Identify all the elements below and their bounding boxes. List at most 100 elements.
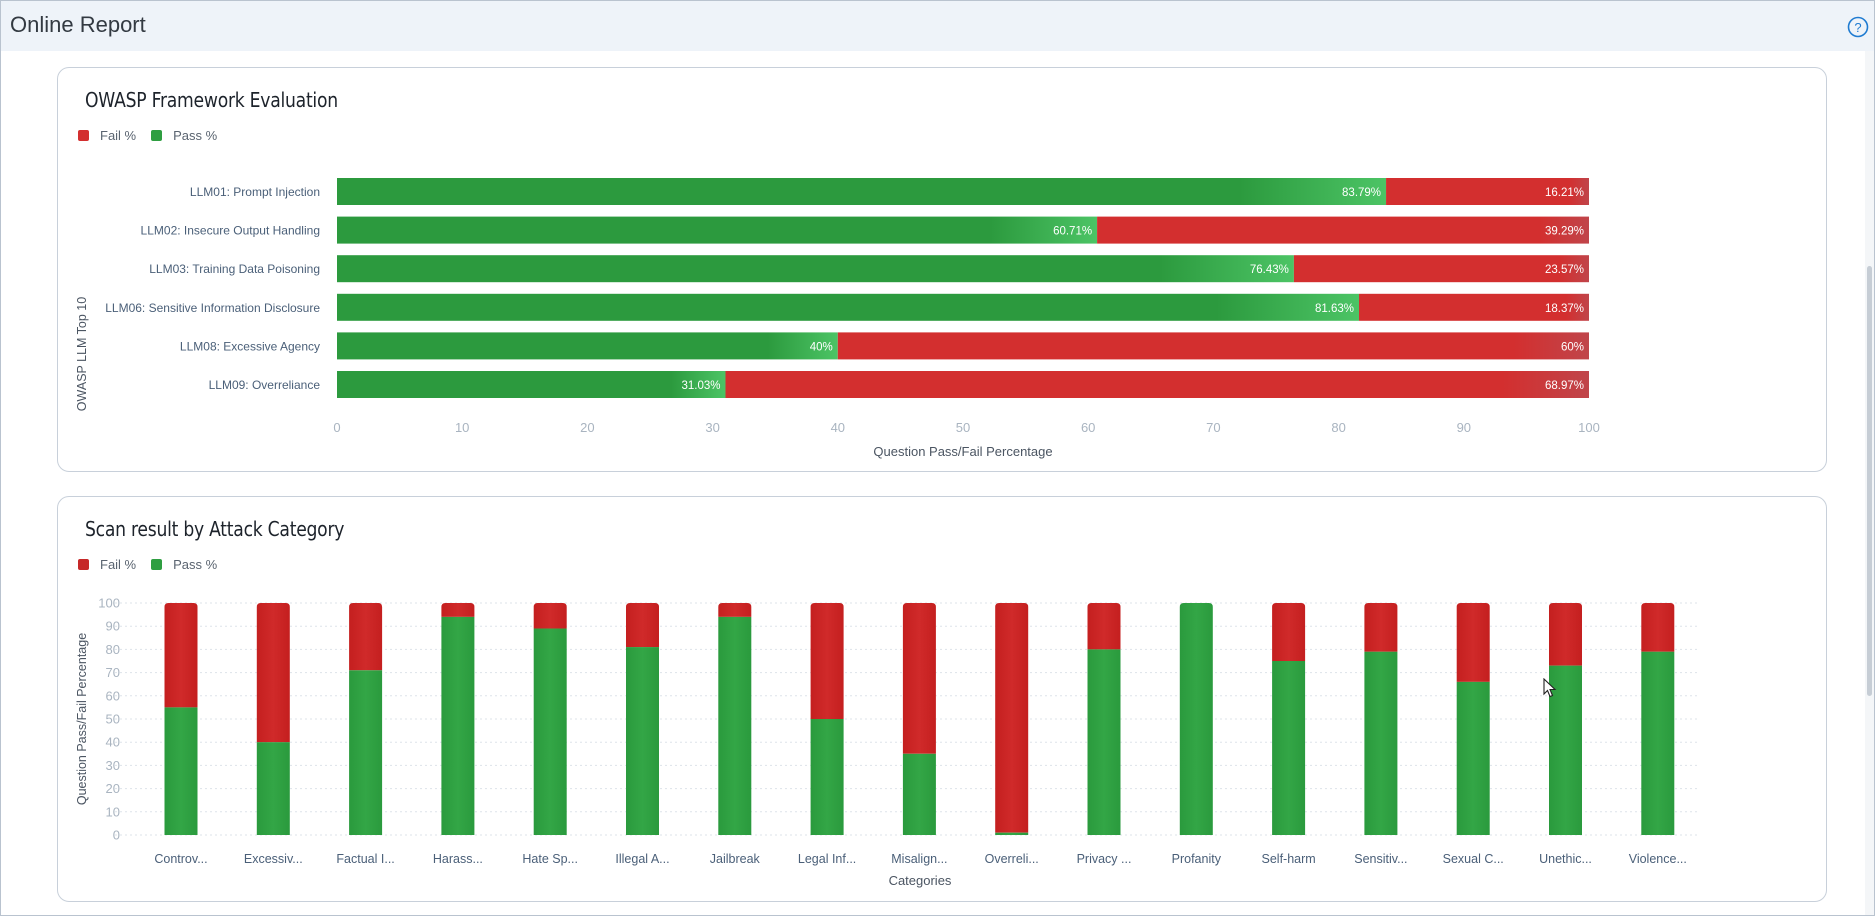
legend-swatch-fail [78,559,89,570]
attack-category-bar-chart: 0 10 20 30 40 50 60 70 80 90 100 Controv... Excessiv… [75,596,1699,888]
vertical-scrollbar[interactable] [1865,51,1874,915]
x-tick-label: Factual I... [336,852,394,866]
x-tick-label: 20 [580,420,594,435]
attack-legend: Fail % Pass % [78,557,232,572]
x-tick-label: 100 [1578,420,1600,435]
y-tick-label: 70 [106,665,120,680]
legend-label-pass: Pass % [173,557,218,572]
x-tick-label: 70 [1206,420,1220,435]
x-tick-label: Violence... [1629,852,1687,866]
bar-pass [1087,649,1121,835]
bar-fail [837,332,1589,360]
bar-label-fail: 18.37% [1545,303,1584,315]
y-tick-label: LLM08: Excessive Agency [180,339,320,353]
bar-pass [533,628,567,835]
bar-label-pass: 40% [810,341,833,353]
x-axis-title: Question Pass/Fail Percentage [873,444,1052,459]
x-tick-label: 10 [455,420,469,435]
owasp-bar-chart: 83.79% 16.21% LLM01: Prompt Injection 60.71… [75,178,1600,459]
bar-label-pass: 83.79% [1342,187,1381,199]
bar-fail [1097,216,1589,244]
y-tick-label: 90 [106,619,120,634]
x-tick-label: 90 [1457,420,1471,435]
x-tick-label: Harass... [433,852,483,866]
x-tick-label: Sensitiv... [1354,852,1407,866]
bar-label-pass: 31.03% [681,380,720,392]
bar-fail [1364,603,1398,652]
owasp-legend: Fail % Pass % [78,128,232,143]
legend-item-pass[interactable]: Pass % [151,128,217,143]
bar-label-fail: 39.29% [1545,226,1584,238]
y-tick-label: 0 [113,828,120,843]
bar-label-fail: 60% [1561,341,1584,353]
bar-fail [810,603,844,719]
bar-pass [337,332,838,360]
bar-fail [533,603,567,629]
bar-fail [718,603,752,617]
title-bar: Online Report ? [1,1,1874,51]
x-tick-label: Hate Sp... [522,852,578,866]
x-tick-label: 60 [1081,420,1095,435]
bar-label-fail: 23.57% [1545,264,1584,276]
bar-pass [337,293,1360,321]
bar-pass [995,832,1029,835]
bar-fail [1641,603,1675,652]
attack-card-title: Scan result by Attack Category [85,517,345,541]
bar-pass [1456,681,1490,835]
legend-swatch-fail [78,130,89,141]
y-tick-label: 60 [106,688,120,703]
legend-item-fail[interactable]: Fail % [78,557,136,572]
owasp-card-title: OWASP Framework Evaluation [85,88,338,112]
legend-item-pass[interactable]: Pass % [151,557,217,572]
bar-pass [441,616,475,835]
bar-pass [164,707,198,835]
legend-item-fail[interactable]: Fail % [78,128,136,143]
bar-fail [1549,603,1582,666]
bar-pass [1364,651,1398,835]
legend-swatch-pass [151,130,163,141]
bar-label-pass: 81.63% [1315,303,1354,315]
y-axis-title: OWASP LLM Top 10 [75,297,89,411]
x-tick-label: 30 [705,420,719,435]
bar-fail [1272,603,1306,661]
bar-pass [810,719,844,835]
bar-label-fail: 68.97% [1545,380,1584,392]
bar-fail [725,371,1589,398]
help-circle-icon[interactable]: ? [1847,16,1869,38]
x-tick-label: Legal Inf... [798,852,856,866]
bar-fail [1359,293,1589,321]
x-tick-label: Self-harm [1262,852,1316,866]
bar-pass [1641,651,1675,835]
bar-fail [256,603,290,743]
bar-pass [337,178,1387,205]
y-tick-label: LLM03: Training Data Poisoning [149,262,320,276]
bar-pass [1272,661,1306,835]
bar-label-fail: 16.21% [1545,187,1584,199]
y-axis-title: Question Pass/Fail Percentage [75,633,89,805]
bar-pass [349,670,383,835]
legend-swatch-pass [151,559,163,570]
bar-fail [995,603,1029,833]
x-axis-title: Categories [889,873,952,888]
x-tick-label: 50 [956,420,970,435]
bar-fail [1386,178,1589,205]
bar-label-pass: 60.71% [1053,226,1092,238]
x-tick-label: Illegal A... [615,852,669,866]
bar-fail [441,603,475,617]
bar-fail [1087,603,1121,650]
y-tick-label: 80 [106,642,120,657]
x-tick-label: Controv... [154,852,207,866]
legend-label-fail: Fail % [100,128,137,143]
svg-text:?: ? [1854,20,1861,35]
bar-fail [626,603,659,648]
bar-label-pass: 76.43% [1250,264,1289,276]
y-tick-label: 30 [106,758,120,773]
bar-pass [902,753,936,835]
bar-fail [1293,255,1589,283]
bar-pass [256,742,290,835]
scrollbar-thumb[interactable] [1867,266,1872,696]
owasp-framework-card: OWASP Framework Evaluation Fail % Pass %… [57,67,1827,472]
attack-category-card: Scan result by Attack Category Fail % Pa… [57,496,1827,902]
x-tick-label: Excessiv... [244,852,303,866]
